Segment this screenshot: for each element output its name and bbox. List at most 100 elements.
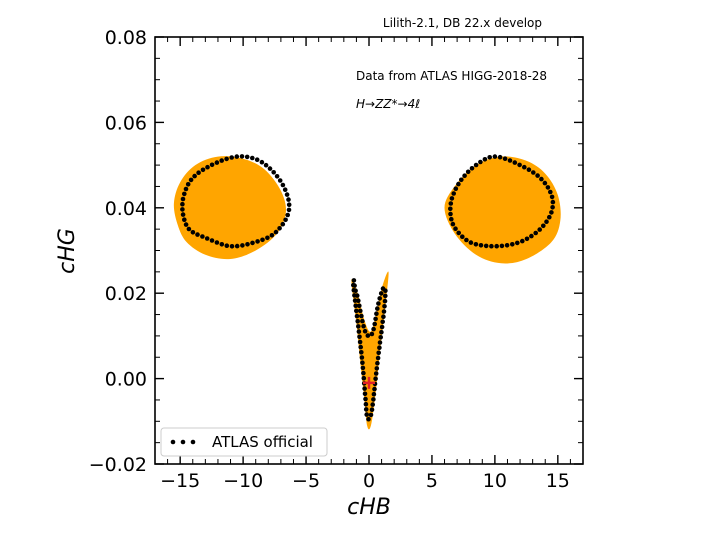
- contour-point: [363, 401, 369, 407]
- contour-point: [504, 243, 510, 248]
- contour-point: [371, 391, 377, 397]
- legend-label: ATLAS official: [212, 433, 313, 451]
- contour-point: [239, 154, 245, 159]
- contour-point: [515, 240, 520, 246]
- contour-point: [354, 313, 360, 319]
- contour-point: [250, 240, 255, 246]
- contour-point: [478, 159, 483, 165]
- contour-point: [219, 242, 225, 247]
- contour-point: [356, 329, 362, 334]
- contour-point: [365, 333, 371, 338]
- contour-point: [200, 234, 205, 239]
- contour-point: [352, 298, 358, 303]
- contour-point: [377, 340, 383, 345]
- contour-point: [192, 173, 197, 179]
- contour-point: [274, 174, 280, 179]
- contour-point: [468, 240, 474, 245]
- contour-point: [214, 160, 220, 165]
- contour-point: [377, 296, 383, 301]
- contour-point: [362, 328, 368, 334]
- contour-point: [277, 178, 283, 183]
- y-tick-label: 0.08: [105, 27, 147, 49]
- contour-point: [286, 202, 292, 207]
- contour-point: [353, 303, 359, 309]
- contour-point: [380, 319, 386, 325]
- contour-point: [285, 212, 291, 218]
- contour-point: [383, 293, 388, 299]
- contour-point: [284, 192, 290, 197]
- contour-point: [548, 189, 553, 195]
- contour-point: [363, 407, 369, 412]
- contour-point: [245, 242, 250, 247]
- contour-point: [542, 180, 548, 186]
- contour-point: [356, 298, 361, 304]
- contour-point: [489, 243, 494, 249]
- contour-point: [250, 155, 255, 161]
- contour-point: [381, 309, 387, 314]
- contour-point: [375, 355, 381, 361]
- contour-point: [456, 230, 462, 236]
- contour-point: [453, 226, 458, 231]
- contour-point: [478, 243, 484, 248]
- contour-point: [550, 199, 556, 205]
- contour-point: [507, 158, 513, 163]
- contour-point: [240, 243, 245, 248]
- contour-point: [188, 177, 194, 183]
- contour-point: [375, 360, 380, 366]
- contour-point: [361, 375, 367, 381]
- contour-point: [205, 164, 210, 170]
- contour-point: [450, 221, 456, 227]
- y-tick-label: 0.00: [105, 369, 147, 391]
- y-axis-title: cHG: [55, 228, 80, 274]
- contour-point: [451, 191, 457, 196]
- contour-point: [526, 167, 532, 172]
- best-fit-marker: [363, 376, 375, 389]
- contour-point: [497, 154, 503, 160]
- contour-point: [359, 313, 364, 319]
- contour-point: [224, 156, 229, 162]
- contour-point: [360, 360, 365, 366]
- contour-point: [352, 293, 357, 298]
- contour-point: [361, 370, 366, 376]
- contour-point: [368, 412, 374, 418]
- contour-point: [369, 407, 375, 413]
- contour-point: [219, 158, 224, 163]
- contour-point: [464, 237, 469, 243]
- contour-point: [356, 324, 361, 329]
- contour-point: [280, 221, 286, 227]
- contour-point: [229, 155, 234, 160]
- contour-point: [524, 236, 530, 242]
- contour-point: [371, 326, 376, 332]
- contour-point: [375, 306, 380, 311]
- legend: ATLAS official: [160, 427, 328, 457]
- annotation-channel: H→ZZ*→4ℓ: [356, 97, 420, 111]
- x-tick-label: 0: [363, 470, 375, 492]
- contour-point: [180, 207, 185, 212]
- x-tick-label: 5: [426, 470, 438, 492]
- plot-area: [154, 36, 584, 465]
- contour-point: [180, 201, 185, 207]
- contour-point: [200, 167, 206, 173]
- contour-point: [374, 366, 380, 371]
- contour-point: [462, 173, 467, 178]
- contour-point: [366, 416, 371, 422]
- contour-point: [541, 223, 546, 229]
- contour-point: [382, 304, 387, 309]
- contour-point: [354, 308, 359, 314]
- contour-point: [376, 301, 381, 306]
- contour-point: [229, 244, 235, 249]
- contour-point: [535, 173, 540, 178]
- contour-point: [259, 159, 265, 165]
- contour-point: [364, 412, 370, 417]
- contour-point: [277, 226, 282, 231]
- contour-point: [182, 217, 187, 222]
- contour-point: [533, 230, 538, 236]
- contour-point: [183, 186, 189, 192]
- contour-point: [186, 226, 192, 232]
- contour-point: [370, 402, 376, 407]
- contour-point: [180, 196, 186, 202]
- contour-point: [449, 196, 455, 201]
- contour-point: [502, 156, 508, 161]
- contour-point: [373, 316, 378, 322]
